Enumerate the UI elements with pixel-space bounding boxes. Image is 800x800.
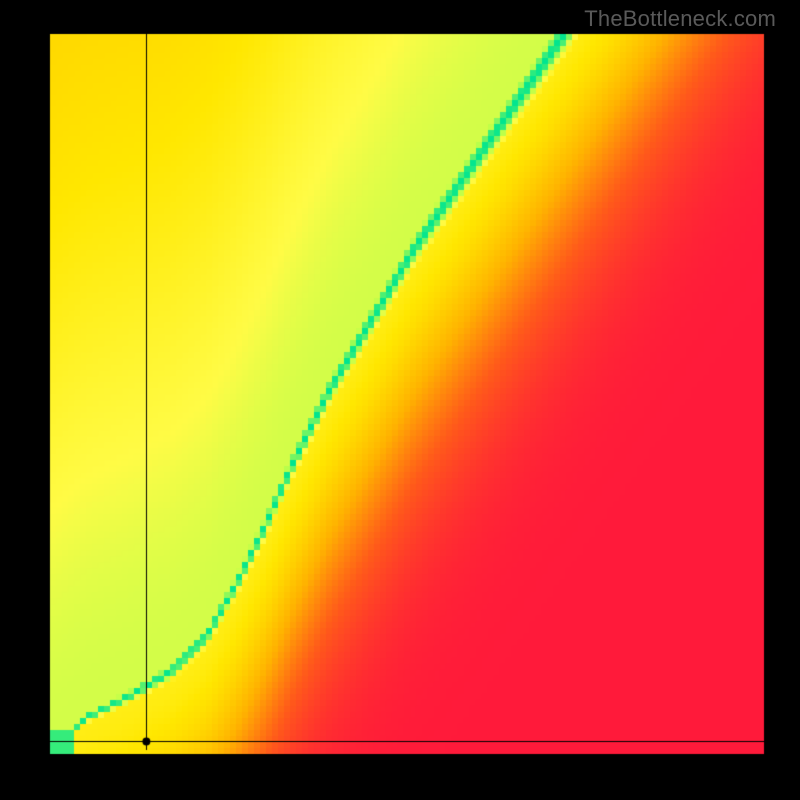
heatmap-canvas (0, 0, 800, 800)
watermark-label: TheBottleneck.com (584, 6, 776, 32)
chart-container: TheBottleneck.com (0, 0, 800, 800)
